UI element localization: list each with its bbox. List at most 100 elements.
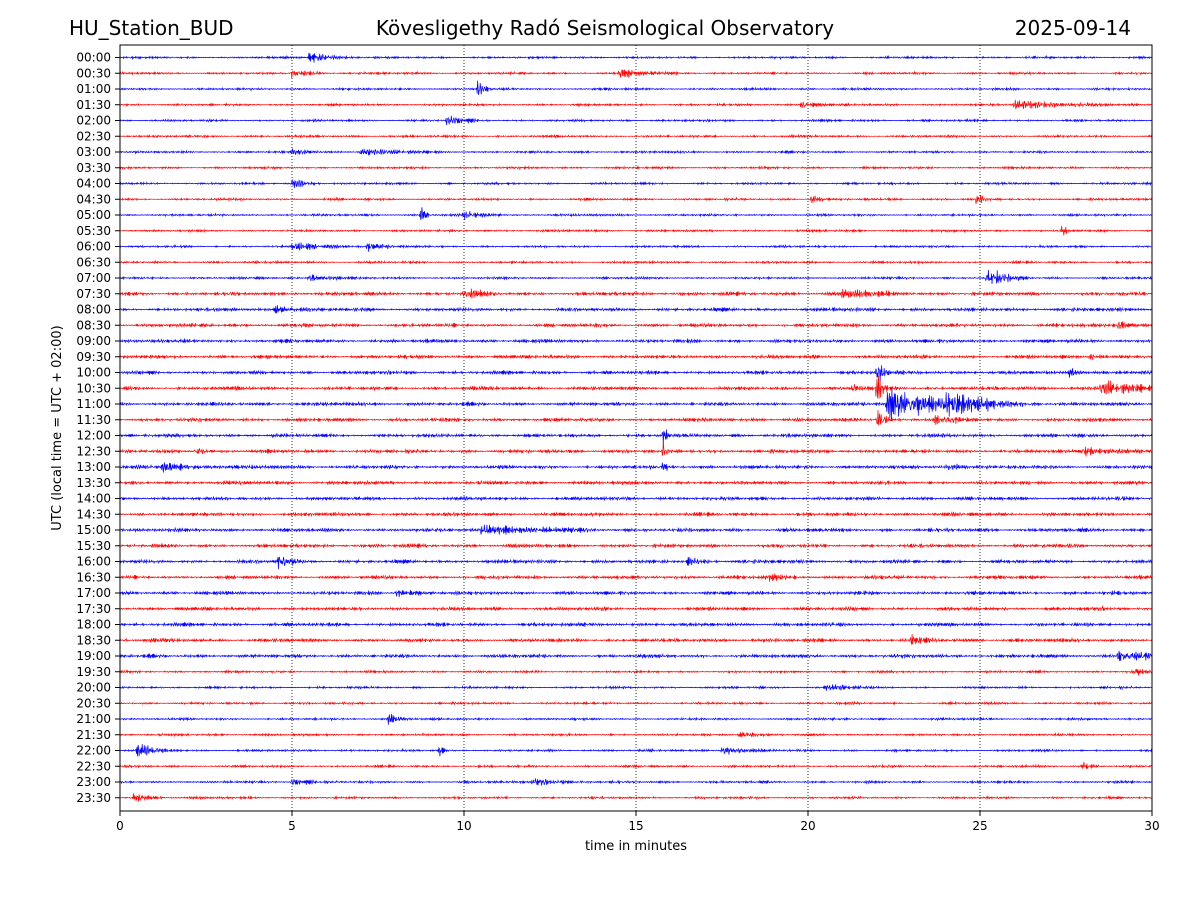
trace-1500 [119,524,1153,535]
x-ticks: 0 5 10 15 20 25 30 [116,811,1160,833]
trace-0300 [119,148,1153,156]
trace-group [119,52,1153,802]
y-tick-label: 18:30 [76,633,111,647]
y-tick-label: 20:30 [76,696,111,710]
trace-1330 [119,479,1153,486]
x-tick-label: 30 [1144,819,1159,833]
trace-0530 [119,225,1153,236]
trace-0400 [119,178,1153,189]
chart-title: Kövesligethy Radó Seismological Observat… [376,16,834,40]
trace-1430 [119,511,1153,518]
trace-0000 [119,52,1153,63]
y-tick-label: 15:00 [76,523,111,537]
trace-1030 [119,375,1153,399]
x-tick-label: 20 [800,819,815,833]
y-tick-label: 23:30 [76,791,111,805]
y-tick-label: 00:30 [76,66,111,80]
trace-0030 [119,69,1153,79]
x-tick-label: 15 [628,819,643,833]
y-tick-label: 14:00 [76,492,111,506]
y-tick-label: 20:00 [76,681,111,695]
trace-1130 [119,409,1153,426]
y-tick-label: 02:00 [76,114,111,128]
trace-0230 [119,133,1153,139]
trace-0730 [119,288,1153,299]
y-tick-label: 13:00 [76,460,111,474]
y-tick-label: 08:30 [76,318,111,332]
y-tick-label: 11:30 [76,413,111,427]
station-label: HU_Station_BUD [69,16,234,40]
trace-1930 [119,668,1153,676]
trace-0200 [119,115,1153,125]
trace-1100 [119,387,1153,422]
y-tick-label: 00:00 [76,51,111,65]
y-tick-label: 17:00 [76,586,111,600]
trace-1900 [119,650,1153,662]
y-tick-label: 14:30 [76,507,111,521]
y-tick-label: 21:30 [76,728,111,742]
y-tick-label: 19:30 [76,665,111,679]
y-tick-label: 06:00 [76,240,111,254]
y-tick-label: 10:30 [76,381,111,395]
y-tick-label: 07:00 [76,271,111,285]
trace-2000 [119,684,1152,691]
y-tick-label: 09:30 [76,350,111,364]
trace-0500 [119,207,1153,221]
y-tick-label: 13:30 [76,476,111,490]
trace-2200 [119,744,1153,757]
trace-0700 [119,269,1153,285]
trace-1200 [119,429,1153,444]
trace-2330 [119,793,1153,802]
trace-0130 [119,99,1153,110]
trace-1000 [119,365,1153,383]
trace-1600 [119,556,1153,570]
y-tick-label: 17:30 [76,602,111,616]
y-tick-label: 05:00 [76,208,111,222]
x-axis-label: time in minutes [585,839,687,854]
trace-0430 [120,194,1153,205]
x-tick-label: 0 [116,819,124,833]
y-tick-label: 21:00 [76,712,111,726]
trace-0630 [119,259,1153,265]
y-tick-label: 02:30 [76,129,111,143]
trace-0900 [119,338,1153,344]
y-tick-label: 18:00 [76,618,111,632]
y-tick-label: 12:30 [76,444,111,458]
trace-2300 [119,778,1153,786]
trace-2030 [119,700,1153,706]
y-tick-label: 15:30 [76,539,111,553]
y-tick-label: 09:00 [76,334,111,348]
y-tick-label: 16:30 [76,570,111,584]
trace-1300 [119,462,1153,473]
y-tick-label: 12:00 [76,429,111,443]
trace-2130 [120,731,1153,738]
trace-0930 [119,353,1153,361]
y-tick-label: 22:30 [76,759,111,773]
y-tick-label: 04:00 [76,177,111,191]
y-tick-label: 11:00 [76,397,111,411]
trace-2230 [119,761,1153,770]
trace-1400 [119,495,1153,502]
trace-1630 [119,573,1153,582]
trace-1730 [119,605,1153,612]
y-tick-label: 03:30 [76,161,111,175]
trace-1830 [119,633,1153,645]
y-tick-label: 08:00 [76,303,111,317]
trace-1700 [119,589,1152,598]
y-axis-label: UTC (local time = UTC + 02:00) [50,325,65,530]
trace-0800 [119,305,1153,314]
y-tick-label: 05:30 [76,224,111,238]
y-tick-label: 01:30 [76,98,111,112]
trace-0830 [119,321,1153,329]
plot-frame [119,44,1153,812]
y-tick-label: 07:30 [76,287,111,301]
y-tick-label: 22:00 [76,744,111,758]
y-tick-label: 01:00 [76,82,111,96]
y-tick-label: 19:00 [76,649,111,663]
x-tick-label: 5 [288,819,296,833]
trace-2100 [119,713,1153,725]
y-tick-label: 10:00 [76,366,111,380]
